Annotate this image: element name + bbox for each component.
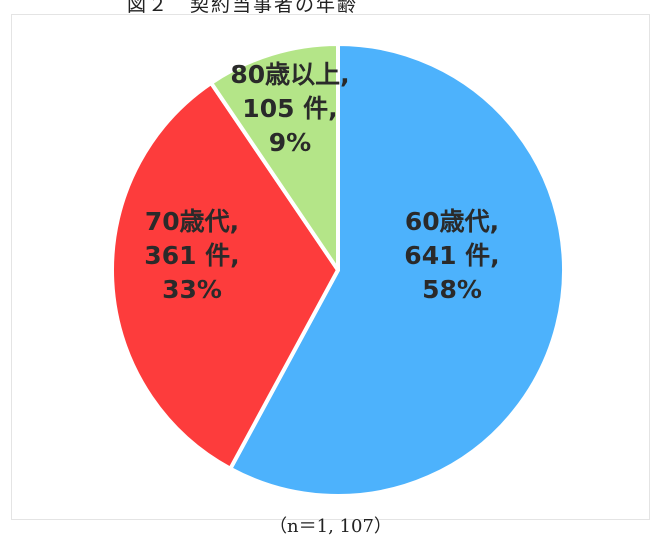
slice-label-1-line-2: 641 件, [404,241,499,270]
pie-slice-1 [228,42,566,498]
slice-label-2-line-3: 33% [162,275,222,304]
slice-label-2-line-2: 361 件, [144,241,239,270]
pie-slice-2 [110,80,340,471]
slice-label-3-line-1: 80歳以上, [230,60,349,89]
sample-size-note: （n＝1, 107） [269,516,392,537]
slice-label-3-line-2: 105 件, [242,94,337,123]
slice-label-1-line-3: 58% [422,275,482,304]
pie-slice-3 [209,42,340,272]
slice-label-3-line-3: 9% [269,128,311,157]
slice-label-2-line-1: 70歳代, [145,207,239,236]
slice-label-1-line-1: 60歳代, [405,207,499,236]
chart-title: 図２ 契約当事者の年齢 [126,0,358,16]
